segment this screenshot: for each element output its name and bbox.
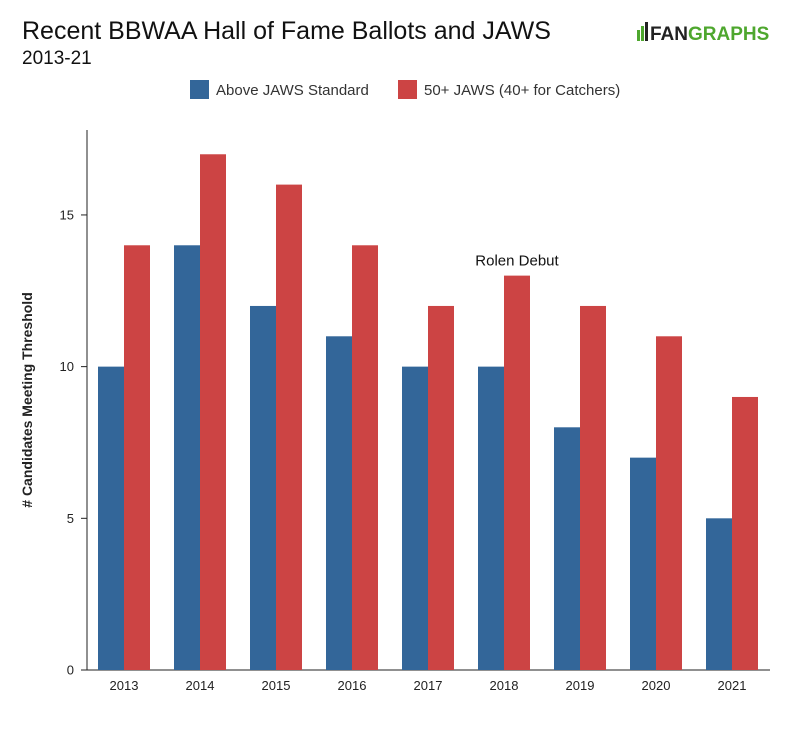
logo-fan-text: FAN <box>650 24 688 45</box>
bar-above-jaws-standard-2021 <box>706 518 732 670</box>
bar-above-jaws-standard-2015 <box>250 305 276 670</box>
legend: Above JAWS Standard 50+ JAWS (40+ for Cat… <box>190 80 620 99</box>
x-tick-label: 2013 <box>110 678 139 693</box>
legend-label: 50+ JAWS (40+ for Catchers) <box>424 82 620 99</box>
bar-above-jaws-standard-2019 <box>554 427 580 670</box>
x-tick-label: 2019 <box>566 678 595 693</box>
legend-swatch <box>190 80 209 99</box>
bar-fifty-plus-jaws-2020 <box>656 336 682 670</box>
bar-fifty-plus-jaws-2013 <box>124 245 150 671</box>
x-tick-label: 2015 <box>262 678 291 693</box>
x-tick-label: 2017 <box>414 678 443 693</box>
bar-above-jaws-standard-2020 <box>630 457 656 670</box>
bar-fifty-plus-jaws-2018 <box>504 275 530 670</box>
bar-fifty-plus-jaws-2021 <box>732 396 758 670</box>
y-axis-label: # Candidates Meeting Threshold <box>19 292 35 507</box>
bar-fifty-plus-jaws-2016 <box>352 245 378 671</box>
annotation-label: Rolen Debut <box>475 253 559 270</box>
bar-fifty-plus-jaws-2015 <box>276 184 302 670</box>
y-tick-label: 10 <box>60 359 74 374</box>
fangraphs-logo: FANGRAPHS <box>637 22 769 45</box>
bar-above-jaws-standard-2016 <box>326 336 352 670</box>
bar-fifty-plus-jaws-2017 <box>428 305 454 670</box>
logo-graphs-text: GRAPHS <box>688 24 769 45</box>
batter-icon <box>637 22 648 41</box>
bar-above-jaws-standard-2013 <box>98 366 124 670</box>
x-tick-label: 2016 <box>338 678 367 693</box>
x-tick-label: 2014 <box>186 678 215 693</box>
y-tick-label: 15 <box>60 207 74 222</box>
bar-above-jaws-standard-2014 <box>174 245 200 671</box>
logo-wordmark: FANGRAPHS <box>650 24 769 45</box>
plot-area: 0 5 10 15 2013 2014 2015 2016 2017 2018 2019 2020 20… <box>60 130 770 693</box>
x-tick-label: 2020 <box>642 678 671 693</box>
x-tick-label: 2021 <box>718 678 747 693</box>
legend-label: Above JAWS Standard <box>216 82 369 99</box>
x-tick-label: 2018 <box>490 678 519 693</box>
chart-title: Recent BBWAA Hall of Fame Ballots and JA… <box>22 17 551 45</box>
bar-fifty-plus-jaws-2014 <box>200 154 226 671</box>
bar-fifty-plus-jaws-2019 <box>580 305 606 670</box>
legend-swatch <box>398 80 417 99</box>
y-tick-label: 0 <box>67 663 74 678</box>
bar-above-jaws-standard-2017 <box>402 366 428 670</box>
chart-subtitle: 2013-21 <box>22 48 92 69</box>
y-tick-label: 5 <box>67 511 74 526</box>
bar-above-jaws-standard-2018 <box>478 366 504 670</box>
